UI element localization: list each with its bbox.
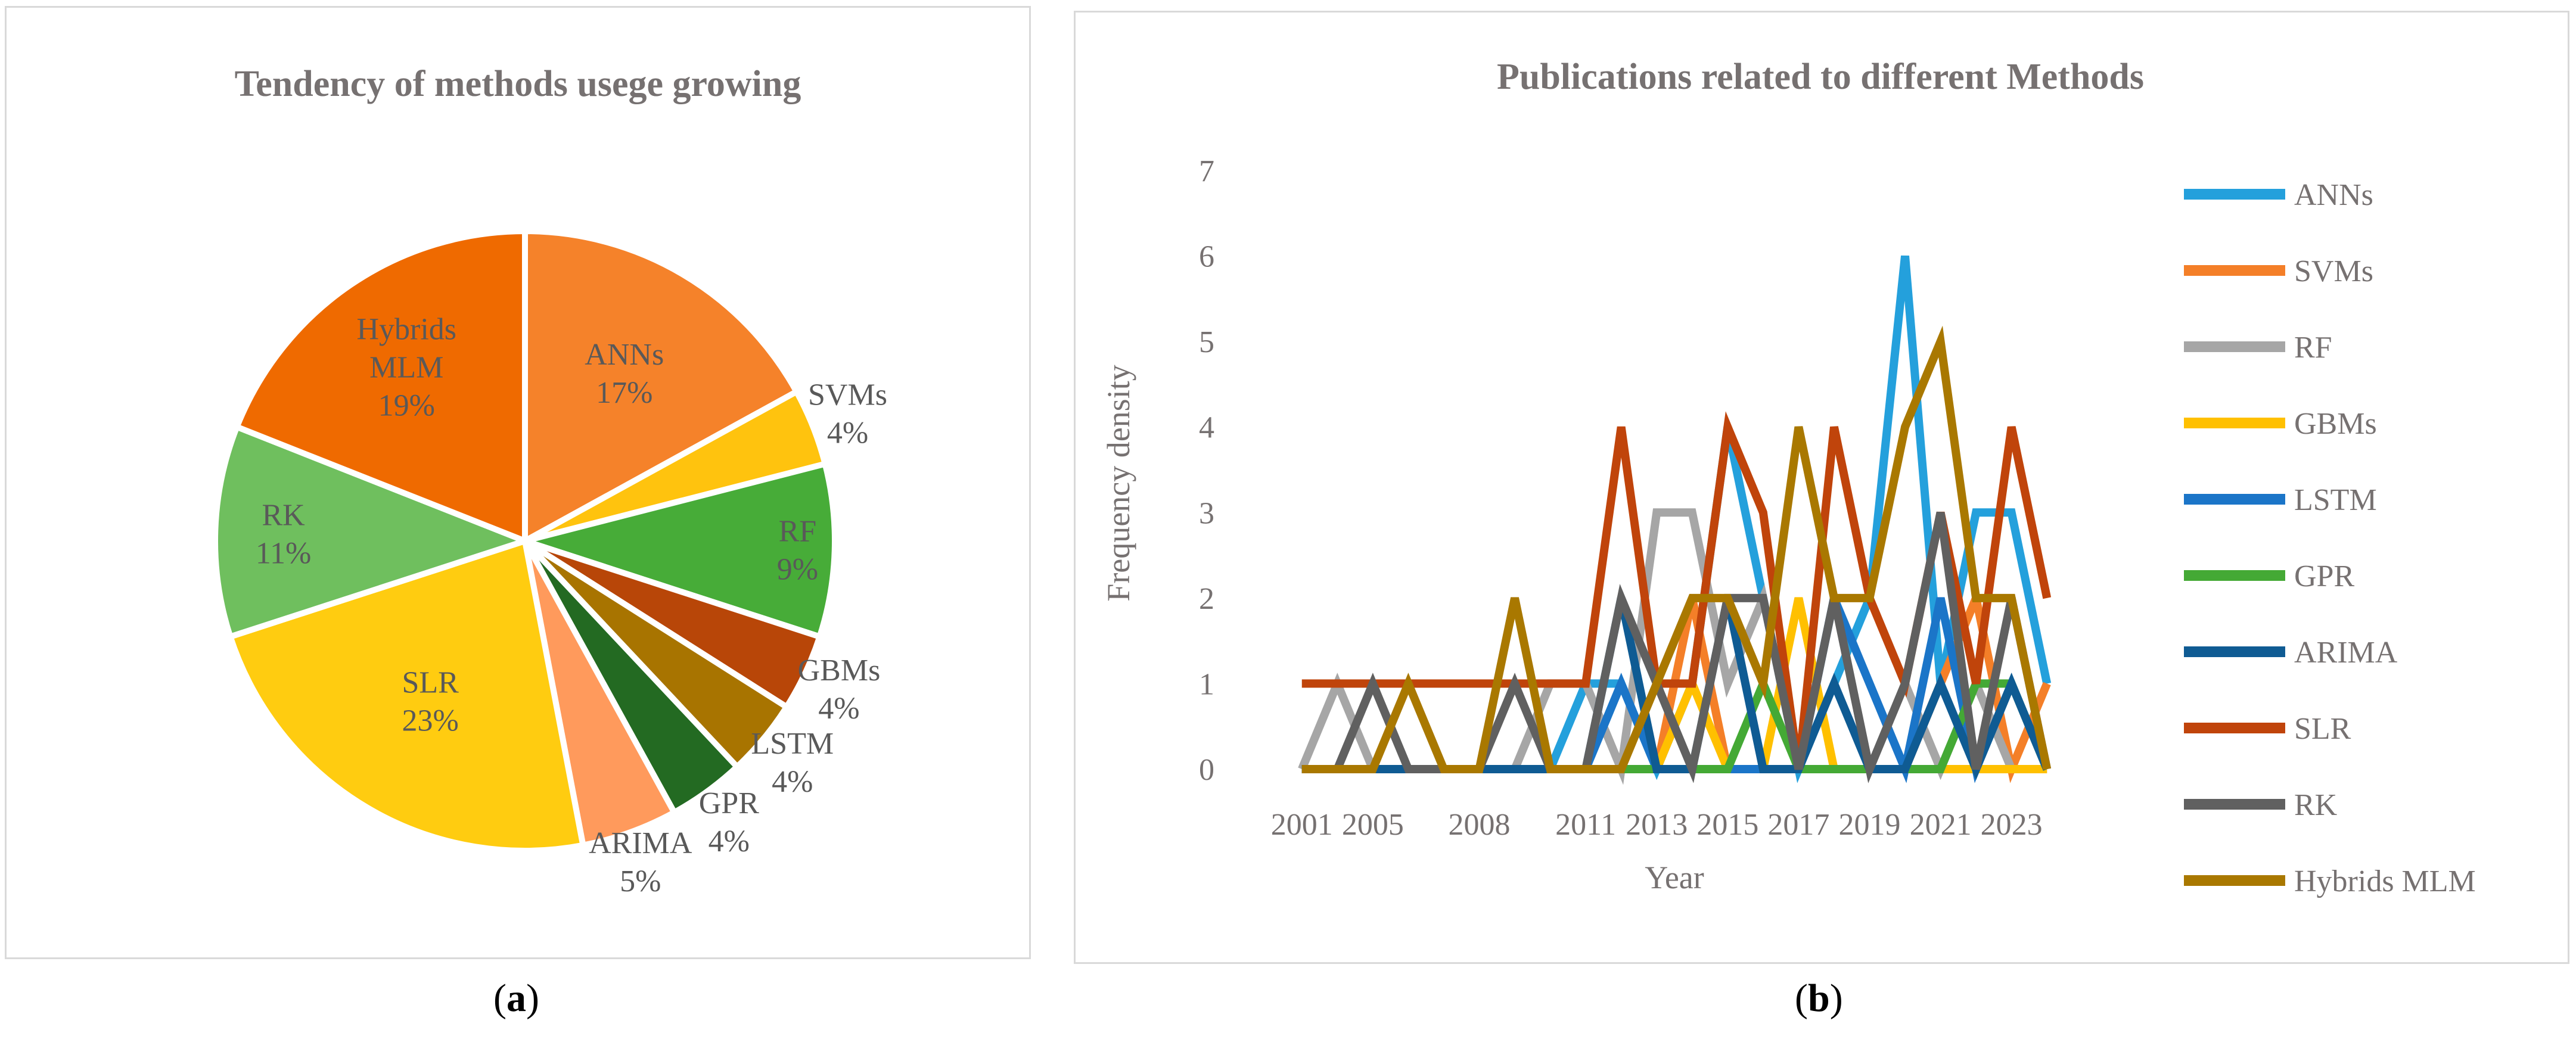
x-tick-label: 2008 — [1449, 808, 1511, 842]
pie-slice-rf — [522, 461, 838, 640]
y-tick-label: 2 — [1199, 582, 1214, 616]
line-chart-title: Publications related to different Method… — [1497, 57, 2144, 97]
legend-label-slr: SLR — [2294, 712, 2351, 746]
pie-label-anns: ANNs 17% — [585, 338, 664, 410]
legend-label-gbms: GBMs — [2294, 407, 2377, 441]
caption-a: (a) — [493, 976, 539, 1020]
line-chart-panel: Publications related to different Method… — [1074, 11, 2569, 964]
series-line-hybrids-mlm — [1301, 325, 2052, 773]
x-tick-label: 2001 — [1271, 808, 1333, 842]
pie-slice-anns — [522, 228, 800, 544]
pie-label-gpr: GPR 4% — [699, 786, 759, 858]
line-chart: Publications related to different Method… — [1101, 57, 2476, 898]
x-tick-label: 2021 — [1910, 808, 1972, 842]
x-tick-label: 2019 — [1839, 808, 1901, 842]
legend-label-hybrids-mlm: Hybrids MLM — [2294, 864, 2476, 898]
y-tick-label: 3 — [1199, 496, 1214, 530]
pie-slice-hybrids-mlm — [234, 228, 528, 544]
pie-label-hybrids-mlm: Hybrids MLM 19% — [356, 313, 456, 423]
y-axis-label: Frequency density — [1101, 365, 1136, 601]
pie-label-arima: ARIMA 5% — [589, 826, 692, 898]
legend-label-arima: ARIMA — [2294, 636, 2398, 670]
legend-label-lstm: LSTM — [2294, 483, 2377, 517]
pie-label-svms: SVMs 4% — [808, 378, 887, 450]
x-tick-label: 2015 — [1696, 808, 1758, 842]
pie-label-lstm: LSTM 4% — [751, 727, 834, 799]
y-tick-label: 1 — [1199, 667, 1214, 701]
caption-b: (b) — [1795, 976, 1843, 1020]
y-tick-label: 6 — [1199, 240, 1214, 274]
series-line-rk — [1301, 511, 2052, 783]
pie-chart-panel: Tendency of methods usege growing ANNs 17… — [5, 6, 1031, 959]
x-tick-label: 2013 — [1626, 808, 1688, 842]
pie-label-rk: RK 11% — [256, 498, 311, 570]
pie-label-slr: SLR 23% — [402, 666, 459, 738]
legend-label-rf: RF — [2294, 331, 2332, 365]
y-tick-label: 7 — [1199, 154, 1214, 188]
legend-label-anns: ANNs — [2294, 178, 2373, 212]
x-tick-label: 2023 — [1981, 808, 2043, 842]
legend-label-svms: SVMs — [2294, 254, 2373, 288]
legend-label-gpr: GPR — [2294, 559, 2354, 593]
pie-slice-rk — [212, 424, 528, 640]
x-tick-label: 2017 — [1767, 808, 1829, 842]
pie-chart-title: Tendency of methods usege growing — [235, 64, 801, 104]
pie-label-gbms: GBMs 4% — [798, 654, 881, 726]
y-tick-label: 4 — [1199, 411, 1214, 445]
y-tick-label: 0 — [1199, 753, 1214, 787]
pie-label-rf: RF 9% — [777, 514, 818, 586]
y-tick-label: 5 — [1199, 325, 1214, 359]
x-tick-label: 2005 — [1342, 808, 1404, 842]
x-axis-label: Year — [1645, 860, 1704, 895]
legend-label-rk: RK — [2294, 788, 2338, 822]
x-tick-label: 2011 — [1555, 808, 1616, 842]
pie-slice-slr — [227, 538, 586, 854]
pie-chart: Tendency of methods usege growing ANNs 17… — [212, 64, 887, 898]
